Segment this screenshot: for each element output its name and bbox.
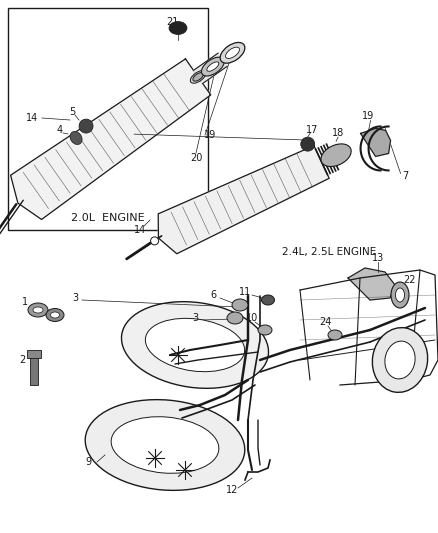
Ellipse shape xyxy=(206,62,218,71)
Ellipse shape xyxy=(121,302,268,389)
Text: 11: 11 xyxy=(238,287,251,297)
Text: 3: 3 xyxy=(72,293,78,303)
Ellipse shape xyxy=(327,330,341,340)
Text: 21: 21 xyxy=(166,17,178,27)
Text: 12: 12 xyxy=(225,485,238,495)
Ellipse shape xyxy=(70,132,82,144)
Ellipse shape xyxy=(220,43,244,63)
Ellipse shape xyxy=(190,70,205,83)
Ellipse shape xyxy=(395,288,403,302)
Ellipse shape xyxy=(225,47,239,59)
Text: 3: 3 xyxy=(191,313,198,323)
Text: 2.4L, 2.5L ENGINE: 2.4L, 2.5L ENGINE xyxy=(281,247,375,257)
Bar xyxy=(30,355,38,385)
Polygon shape xyxy=(11,59,210,220)
Ellipse shape xyxy=(192,72,203,81)
Circle shape xyxy=(150,237,158,245)
Ellipse shape xyxy=(371,328,427,392)
Ellipse shape xyxy=(258,325,272,335)
Bar xyxy=(27,350,41,358)
Polygon shape xyxy=(347,268,394,300)
Text: 7: 7 xyxy=(402,172,408,181)
Text: 20: 20 xyxy=(189,153,202,163)
Ellipse shape xyxy=(320,144,350,166)
Text: 9: 9 xyxy=(85,457,91,467)
Text: 18: 18 xyxy=(331,128,343,138)
Ellipse shape xyxy=(111,417,219,473)
Text: 17: 17 xyxy=(305,125,317,135)
Text: 22: 22 xyxy=(403,275,415,285)
Text: 10: 10 xyxy=(245,313,258,323)
Circle shape xyxy=(79,119,93,133)
Text: 2.0L  ENGINE: 2.0L ENGINE xyxy=(71,213,145,223)
Ellipse shape xyxy=(85,400,244,490)
Ellipse shape xyxy=(201,57,224,76)
Text: 14: 14 xyxy=(26,113,38,123)
Ellipse shape xyxy=(169,21,187,35)
Ellipse shape xyxy=(231,299,247,311)
Ellipse shape xyxy=(261,295,274,305)
Text: 13: 13 xyxy=(371,253,383,263)
Ellipse shape xyxy=(28,303,48,317)
Ellipse shape xyxy=(46,309,64,321)
Ellipse shape xyxy=(384,341,414,379)
Text: 4: 4 xyxy=(57,125,63,135)
Text: 24: 24 xyxy=(318,317,330,327)
Polygon shape xyxy=(158,146,328,254)
Text: 6: 6 xyxy=(209,290,215,300)
Text: 14: 14 xyxy=(134,225,146,235)
Text: 19: 19 xyxy=(362,111,374,122)
Text: 1: 1 xyxy=(22,297,28,307)
Polygon shape xyxy=(193,53,227,84)
Ellipse shape xyxy=(50,312,60,318)
Polygon shape xyxy=(360,128,390,157)
Ellipse shape xyxy=(390,282,408,308)
Ellipse shape xyxy=(33,307,43,313)
Text: 2: 2 xyxy=(19,355,25,365)
Text: 19: 19 xyxy=(203,130,215,140)
Ellipse shape xyxy=(226,312,243,324)
Ellipse shape xyxy=(145,318,244,372)
Bar xyxy=(8,8,208,230)
Circle shape xyxy=(300,137,314,151)
Text: 5: 5 xyxy=(69,107,75,117)
